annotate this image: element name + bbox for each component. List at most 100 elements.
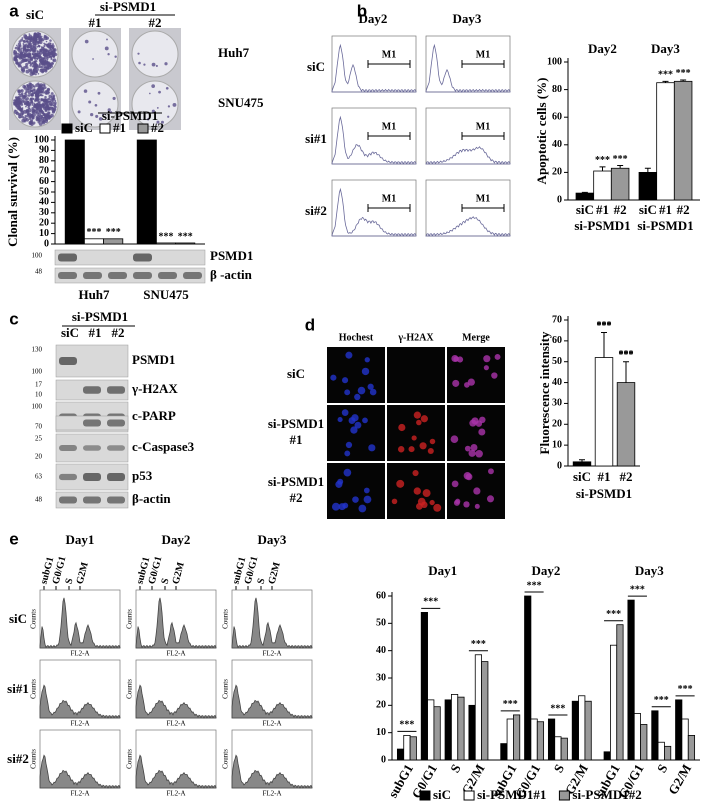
group-label: si-PSMD1 xyxy=(72,309,128,324)
histogram xyxy=(135,754,217,789)
colony xyxy=(29,64,32,67)
colony xyxy=(48,108,50,110)
cell-line-label: Huh7 xyxy=(218,45,250,60)
colony xyxy=(41,116,45,120)
bar xyxy=(584,700,592,761)
sample-label: si#1 xyxy=(7,681,29,696)
colony xyxy=(37,40,41,44)
colony xyxy=(22,39,27,44)
colony xyxy=(28,118,31,121)
colony xyxy=(15,54,20,58)
colony xyxy=(46,119,48,122)
nucleus xyxy=(479,416,486,424)
sample-label: si#1 xyxy=(305,131,327,146)
blot-band xyxy=(108,272,127,279)
colony xyxy=(35,116,38,119)
blot-label: p53 xyxy=(132,468,153,483)
colony xyxy=(43,86,47,90)
legend-label: #1 xyxy=(113,120,126,135)
blot-band xyxy=(83,445,101,451)
colony xyxy=(18,55,22,59)
colony xyxy=(35,59,38,63)
phase-label: G2M xyxy=(170,561,187,586)
channel-label: Hochest xyxy=(339,332,374,343)
legend-label: si-PSMD1#1 xyxy=(477,787,546,802)
axis-label: Counts xyxy=(30,609,38,629)
histogram xyxy=(135,597,217,649)
colony xyxy=(52,59,55,62)
nucleus xyxy=(464,445,471,452)
colony xyxy=(50,98,53,101)
bar xyxy=(403,735,411,761)
colony xyxy=(50,92,54,95)
error-bar xyxy=(662,80,669,83)
axis-label: Counts xyxy=(222,749,230,769)
colony xyxy=(98,117,103,121)
blot-band xyxy=(83,386,101,394)
colony xyxy=(151,84,155,88)
colony xyxy=(35,117,40,122)
nucleus xyxy=(408,446,415,453)
column-label: #2 xyxy=(149,15,162,30)
histogram-frame xyxy=(135,659,217,719)
blot-strip xyxy=(54,267,206,284)
colony xyxy=(20,101,23,104)
colony xyxy=(39,107,43,111)
colony xyxy=(138,61,141,65)
y-tick-label: 80 xyxy=(552,84,562,95)
colony xyxy=(26,53,30,57)
nucleus xyxy=(398,423,406,432)
bar xyxy=(427,699,435,761)
bar xyxy=(575,192,595,201)
x-tick-label: #2 xyxy=(620,469,633,484)
sample-label: si#2 xyxy=(7,751,29,766)
blot-label: c-Caspase3 xyxy=(132,439,195,454)
nucleus xyxy=(345,351,353,359)
colony xyxy=(106,38,108,41)
nucleus xyxy=(391,498,398,505)
colony xyxy=(17,112,22,117)
colony xyxy=(36,36,38,38)
colony xyxy=(44,62,47,65)
colony xyxy=(36,50,39,52)
colony xyxy=(156,107,159,109)
y-tick-label: 50 xyxy=(39,186,49,197)
colony xyxy=(107,53,110,56)
nucleus xyxy=(451,480,459,488)
blot-band xyxy=(59,496,77,504)
legend-swatch xyxy=(137,123,149,134)
gate-label: M1 xyxy=(382,121,396,132)
bar xyxy=(451,694,459,761)
colony xyxy=(34,38,38,42)
dish xyxy=(71,80,119,128)
axis-label: FL2-A xyxy=(262,720,281,728)
significance: *** xyxy=(654,695,669,706)
blot-label: PSMD1 xyxy=(210,248,253,263)
bar xyxy=(610,167,630,201)
error-bar xyxy=(581,191,588,194)
bar xyxy=(64,139,85,245)
nucleus xyxy=(452,379,460,387)
y-tick-label: 50 xyxy=(552,356,562,367)
colony xyxy=(164,62,168,66)
cell-line-label: SNU475 xyxy=(218,95,264,110)
colony xyxy=(35,102,39,105)
colony xyxy=(17,95,21,100)
colony xyxy=(53,108,56,111)
sample-label: si-PSMD1 xyxy=(268,416,324,431)
colony xyxy=(19,93,23,98)
colony xyxy=(24,98,28,101)
colony xyxy=(18,63,21,67)
colony xyxy=(25,39,29,43)
phase-label: S xyxy=(63,577,75,586)
colony xyxy=(39,93,42,97)
nucleus xyxy=(450,435,459,444)
blot-band xyxy=(83,496,101,504)
group-label: si-PSMD1 xyxy=(637,218,693,233)
nucleus xyxy=(342,502,349,509)
colony xyxy=(47,111,50,115)
significance: *** xyxy=(471,639,486,650)
nucleus xyxy=(413,411,421,419)
axis-label: Counts xyxy=(126,609,134,629)
